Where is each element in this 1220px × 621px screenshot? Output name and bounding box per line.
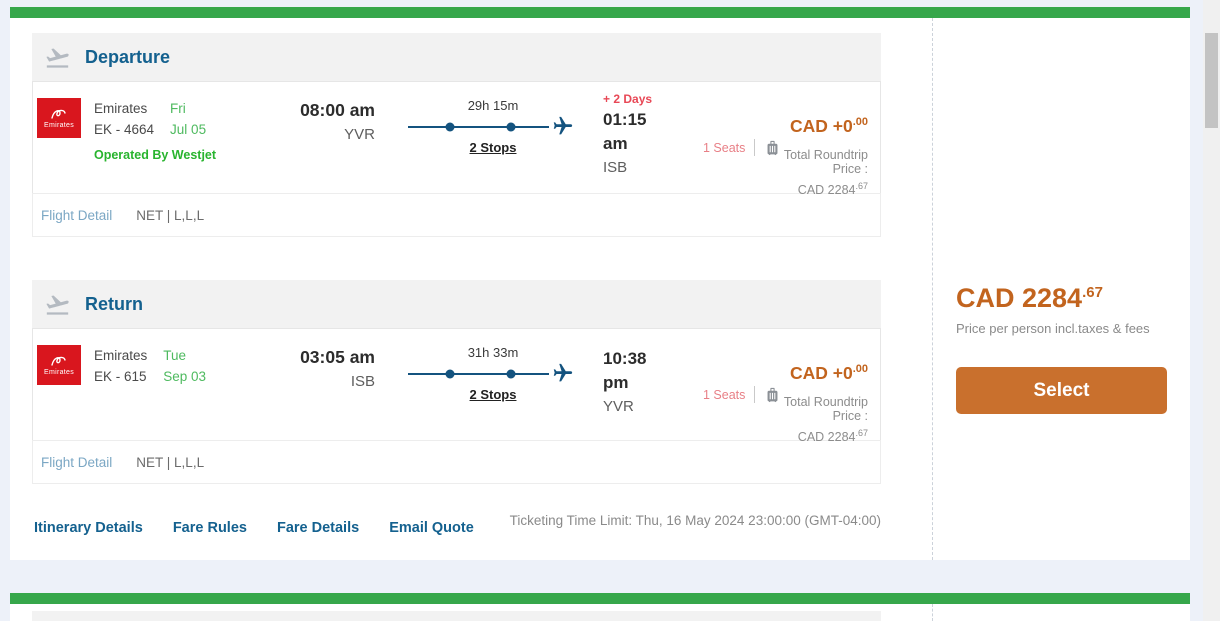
arrival-time: 10:38 pm — [603, 349, 647, 392]
seats-left-label: 1 Seats — [703, 140, 746, 155]
stops-link[interactable]: 2 Stops — [469, 387, 517, 402]
flight-takeoff-icon — [44, 291, 71, 318]
departure-section-header: Departure — [32, 33, 881, 81]
flight-detail-link[interactable]: Flight Detail — [41, 207, 113, 223]
airline-name: Emirates — [94, 348, 148, 363]
card-accent-bar — [10, 593, 1190, 604]
fare-rules-link[interactable]: Fare Rules — [172, 520, 247, 536]
total-price-value: CAD 2284.67 — [797, 428, 868, 445]
email-quote-link[interactable]: Email Quote — [389, 520, 474, 536]
total-price-label: Total Roundtrip Price : — [783, 148, 868, 176]
return-title: Return — [85, 293, 143, 314]
plane-icon — [553, 363, 573, 382]
total-price-value: CAD 2284.67 — [797, 181, 868, 198]
departure-day: Fri — [170, 101, 186, 116]
price-note: Price per person incl.taxes & fees — [956, 321, 1150, 336]
separator — [754, 139, 756, 156]
total-fare: CAD 2284.67 — [956, 283, 1103, 313]
emirates-logo: Emirates — [37, 98, 81, 138]
departure-detail-row: Flight Detail NET | L,L,L — [32, 193, 881, 237]
total-price-label: Total Roundtrip Price : — [783, 395, 868, 423]
emirates-logo-word: Emirates — [43, 122, 75, 129]
vertical-scrollbar[interactable] — [1203, 0, 1220, 621]
next-flight-result-card — [10, 593, 1190, 621]
price-difference: CAD +0.00 — [789, 363, 868, 383]
departure-title: Departure — [85, 46, 171, 67]
fare-details-link[interactable]: Fare Details — [276, 520, 360, 536]
return-flight-row: Emirates Emirates EK - 615 Tue Sep 03 — [32, 328, 881, 445]
select-button[interactable]: Select — [956, 367, 1167, 414]
return-date: Sep 03 — [163, 369, 207, 384]
flight-result-card: Departure Emirates Emirates EK - 4664 — [10, 7, 1190, 560]
flight-path-graphic — [408, 363, 573, 382]
return-day: Tue — [163, 348, 187, 363]
price-difference: CAD +0.00 — [789, 116, 868, 136]
card-accent-bar — [10, 7, 1190, 18]
return-section-header: Return — [32, 280, 881, 328]
flight-duration: 29h 15m — [467, 98, 519, 113]
scrollbar-thumb[interactable] — [1205, 33, 1218, 128]
departure-airport: YVR — [344, 126, 375, 143]
departure-date: Jul 05 — [170, 122, 207, 137]
separator — [754, 386, 756, 403]
next-card-section-header — [32, 611, 881, 621]
itinerary-details-link[interactable]: Itinerary Details — [34, 520, 143, 536]
flight-takeoff-icon — [44, 44, 71, 71]
ticketing-time-limit: Ticketing Time Limit: Thu, 16 May 2024 2… — [509, 513, 881, 528]
seats-left-label: 1 Seats — [703, 387, 746, 402]
panel-divider — [932, 18, 933, 560]
emirates-logo-word: Emirates — [43, 369, 75, 376]
panel-divider — [932, 604, 933, 621]
arrival-airport: ISB — [603, 158, 628, 176]
operated-by-label: Operated By Westjet — [94, 148, 217, 162]
airline-name: Emirates — [94, 101, 148, 116]
departure-flight-row: Emirates Emirates EK - 4664 Fri Jul 05 — [32, 81, 881, 198]
fare-basis-codes: NET | L,L,L — [136, 454, 205, 470]
fare-basis-codes: NET | L,L,L — [136, 207, 205, 223]
flight-number: EK - 615 — [94, 369, 147, 384]
departure-time: 03:05 am — [300, 347, 375, 367]
arrival-airport: YVR — [603, 397, 634, 415]
departure-airport: ISB — [350, 373, 375, 390]
flight-duration: 31h 33m — [467, 345, 519, 360]
baggage-icon[interactable] — [764, 385, 781, 405]
emirates-logo: Emirates — [37, 345, 81, 385]
departure-time: 08:00 am — [300, 100, 375, 120]
flight-detail-link[interactable]: Flight Detail — [41, 454, 113, 470]
stops-link[interactable]: 2 Stops — [469, 140, 517, 155]
plane-icon — [553, 116, 573, 135]
price-panel: CAD 2284.67 Price per person incl.taxes … — [933, 283, 1190, 414]
return-detail-row: Flight Detail NET | L,L,L — [32, 440, 881, 484]
flight-path-graphic — [408, 116, 573, 135]
plus-days-label: + 2 Days — [603, 92, 653, 106]
baggage-icon[interactable] — [764, 138, 781, 158]
arrival-time: 01:15 am — [603, 110, 647, 153]
flight-number: EK - 4664 — [94, 122, 155, 137]
